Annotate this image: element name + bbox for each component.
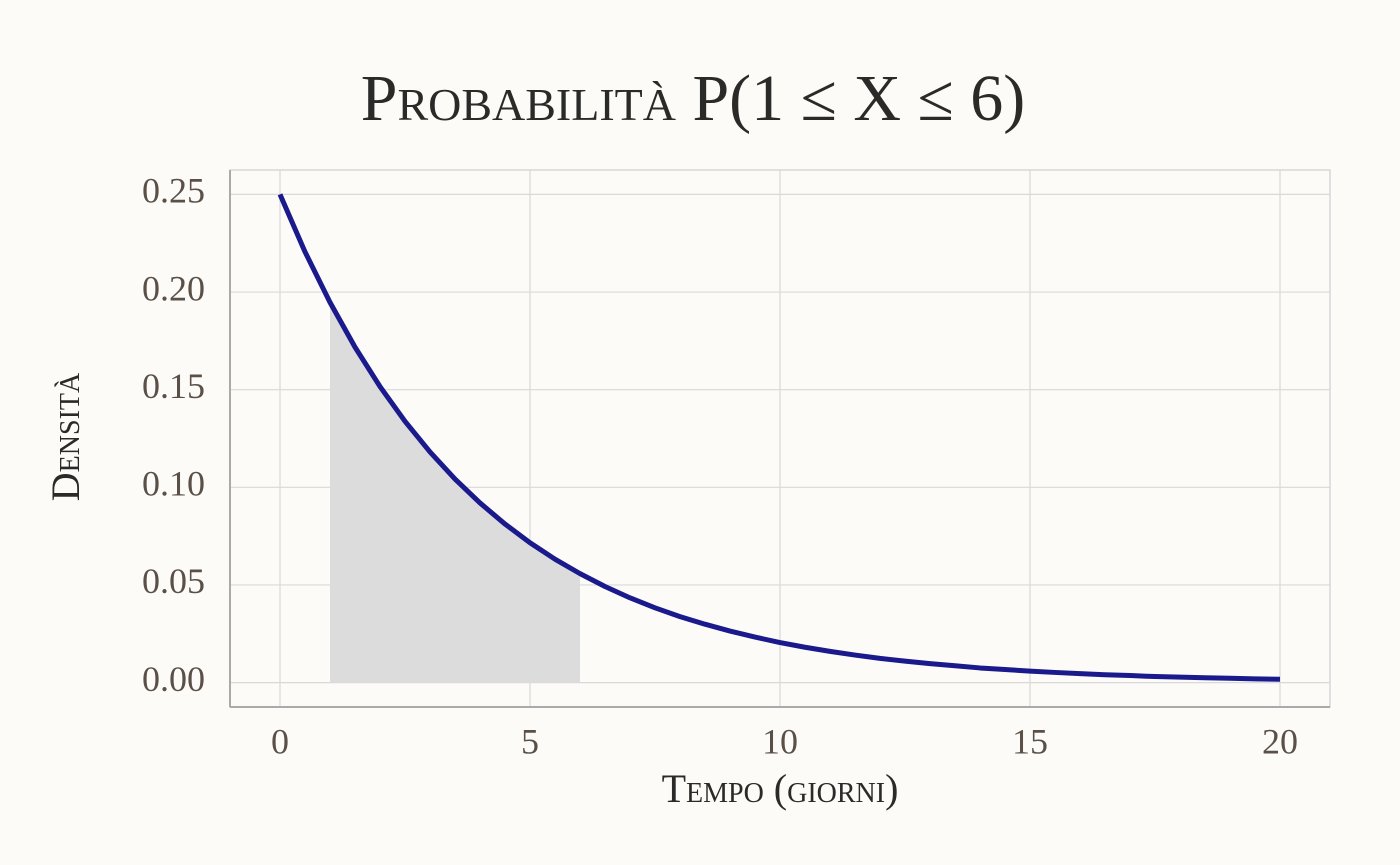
x-axis-title: Tempo (giorni) — [662, 766, 899, 811]
y-tick-label: 0.15 — [142, 366, 205, 406]
x-tick-label: 0 — [271, 721, 289, 761]
chart-title: Probabilità P(1 ≤ X ≤ 6) — [361, 62, 1026, 135]
x-tick-label: 10 — [762, 721, 798, 761]
y-tick-label: 0.10 — [142, 464, 205, 504]
y-tick-label: 0.20 — [142, 268, 205, 308]
y-axis-title: Densità — [43, 372, 88, 501]
y-tick-label: 0.05 — [142, 561, 205, 601]
density-line — [277, 193, 1281, 682]
x-tick-label: 5 — [521, 721, 539, 761]
y-tick-label: 0.25 — [142, 171, 205, 211]
y-tick-label: 0.00 — [142, 659, 205, 699]
shaded-area — [330, 302, 580, 683]
x-tick-label: 20 — [1262, 721, 1298, 761]
x-tick-label: 15 — [1012, 721, 1048, 761]
